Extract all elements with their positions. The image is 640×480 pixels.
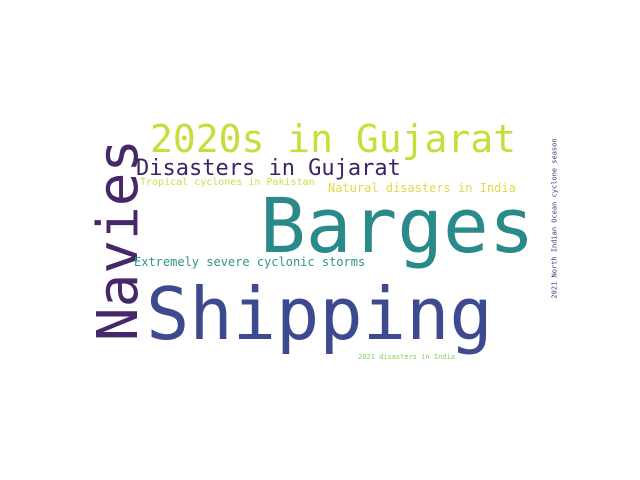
word-2021-disasters-in-india: 2021 disasters in India <box>358 353 455 361</box>
word-2020s-in-gujarat: 2020s in Gujarat <box>150 120 517 161</box>
word-tropical-cyclones-in-pakistan: Tropical cyclones in Pakistan <box>140 177 315 188</box>
word-cloud: Barges Shipping Navies 2020s in Gujarat … <box>80 120 570 370</box>
word-barges: Barges <box>260 181 535 270</box>
word-disasters-in-gujarat: Disasters in Gujarat <box>136 156 401 181</box>
word-shipping: Shipping <box>146 272 493 356</box>
word-extremely-severe-cyclonic-storms: Extremely severe cyclonic storms <box>134 255 366 269</box>
word-2021-north-indian-ocean-cyclone-season: 2021 North Indian Ocean cyclone season <box>550 138 559 299</box>
word-natural-disasters-in-india: Natural disasters in India <box>328 181 516 195</box>
